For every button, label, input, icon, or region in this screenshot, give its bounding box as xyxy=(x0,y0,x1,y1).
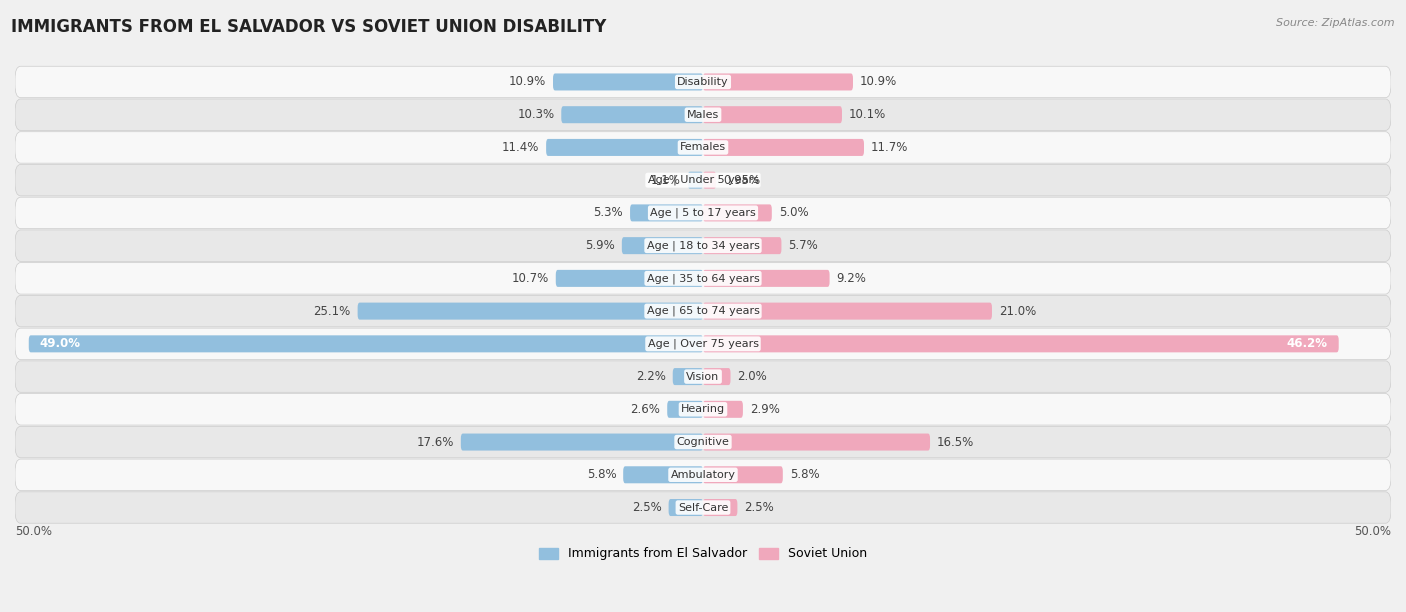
Text: 46.2%: 46.2% xyxy=(1286,337,1327,350)
FancyBboxPatch shape xyxy=(703,139,865,156)
FancyBboxPatch shape xyxy=(630,204,703,222)
Text: 21.0%: 21.0% xyxy=(998,305,1036,318)
Text: 2.9%: 2.9% xyxy=(749,403,780,416)
FancyBboxPatch shape xyxy=(703,499,737,516)
FancyBboxPatch shape xyxy=(15,427,1391,458)
Text: Cognitive: Cognitive xyxy=(676,437,730,447)
Text: 11.7%: 11.7% xyxy=(870,141,908,154)
Text: 10.1%: 10.1% xyxy=(849,108,886,121)
Text: 10.9%: 10.9% xyxy=(860,75,897,89)
Text: Vision: Vision xyxy=(686,371,720,381)
Text: 5.8%: 5.8% xyxy=(790,468,820,481)
FancyBboxPatch shape xyxy=(555,270,703,287)
Text: Age | 65 to 74 years: Age | 65 to 74 years xyxy=(647,306,759,316)
Text: 10.7%: 10.7% xyxy=(512,272,548,285)
Text: 10.9%: 10.9% xyxy=(509,75,546,89)
FancyBboxPatch shape xyxy=(15,132,1391,163)
Text: 2.6%: 2.6% xyxy=(630,403,661,416)
FancyBboxPatch shape xyxy=(703,433,929,450)
FancyBboxPatch shape xyxy=(461,433,703,450)
FancyBboxPatch shape xyxy=(15,328,1391,360)
Text: 5.8%: 5.8% xyxy=(586,468,616,481)
FancyBboxPatch shape xyxy=(688,171,703,188)
Text: Self-Care: Self-Care xyxy=(678,502,728,512)
Text: 5.0%: 5.0% xyxy=(779,206,808,220)
FancyBboxPatch shape xyxy=(669,499,703,516)
Text: 50.0%: 50.0% xyxy=(15,525,52,538)
Text: Age | Under 5 years: Age | Under 5 years xyxy=(648,175,758,185)
FancyBboxPatch shape xyxy=(703,106,842,123)
Text: 2.5%: 2.5% xyxy=(631,501,662,514)
FancyBboxPatch shape xyxy=(15,197,1391,229)
Text: Females: Females xyxy=(681,143,725,152)
Text: 17.6%: 17.6% xyxy=(416,436,454,449)
FancyBboxPatch shape xyxy=(703,466,783,483)
FancyBboxPatch shape xyxy=(15,99,1391,130)
FancyBboxPatch shape xyxy=(357,302,703,319)
FancyBboxPatch shape xyxy=(553,73,703,91)
FancyBboxPatch shape xyxy=(703,73,853,91)
Text: 9.2%: 9.2% xyxy=(837,272,866,285)
FancyBboxPatch shape xyxy=(703,302,993,319)
Text: Age | Over 75 years: Age | Over 75 years xyxy=(648,338,758,349)
Text: Ambulatory: Ambulatory xyxy=(671,470,735,480)
Text: 5.7%: 5.7% xyxy=(789,239,818,252)
Text: 25.1%: 25.1% xyxy=(314,305,350,318)
FancyBboxPatch shape xyxy=(15,459,1391,490)
FancyBboxPatch shape xyxy=(703,171,716,188)
FancyBboxPatch shape xyxy=(672,368,703,385)
FancyBboxPatch shape xyxy=(546,139,703,156)
FancyBboxPatch shape xyxy=(703,270,830,287)
FancyBboxPatch shape xyxy=(15,66,1391,98)
Text: Age | 35 to 64 years: Age | 35 to 64 years xyxy=(647,273,759,283)
FancyBboxPatch shape xyxy=(15,165,1391,196)
FancyBboxPatch shape xyxy=(621,237,703,254)
FancyBboxPatch shape xyxy=(668,401,703,418)
FancyBboxPatch shape xyxy=(703,237,782,254)
Text: IMMIGRANTS FROM EL SALVADOR VS SOVIET UNION DISABILITY: IMMIGRANTS FROM EL SALVADOR VS SOVIET UN… xyxy=(11,18,606,36)
FancyBboxPatch shape xyxy=(703,335,1339,353)
Text: 2.2%: 2.2% xyxy=(636,370,666,383)
FancyBboxPatch shape xyxy=(15,394,1391,425)
Text: Age | 18 to 34 years: Age | 18 to 34 years xyxy=(647,241,759,251)
Text: 5.3%: 5.3% xyxy=(593,206,623,220)
Text: 10.3%: 10.3% xyxy=(517,108,554,121)
FancyBboxPatch shape xyxy=(15,263,1391,294)
FancyBboxPatch shape xyxy=(703,204,772,222)
FancyBboxPatch shape xyxy=(561,106,703,123)
Text: Hearing: Hearing xyxy=(681,405,725,414)
FancyBboxPatch shape xyxy=(15,230,1391,261)
FancyBboxPatch shape xyxy=(15,296,1391,327)
FancyBboxPatch shape xyxy=(15,361,1391,392)
Text: Age | 5 to 17 years: Age | 5 to 17 years xyxy=(650,207,756,218)
Text: 2.5%: 2.5% xyxy=(744,501,775,514)
Text: 1.1%: 1.1% xyxy=(651,174,681,187)
FancyBboxPatch shape xyxy=(703,368,731,385)
FancyBboxPatch shape xyxy=(28,335,703,353)
FancyBboxPatch shape xyxy=(623,466,703,483)
Text: 0.95%: 0.95% xyxy=(723,174,761,187)
FancyBboxPatch shape xyxy=(15,492,1391,523)
FancyBboxPatch shape xyxy=(703,401,742,418)
Text: 2.0%: 2.0% xyxy=(737,370,768,383)
Text: Source: ZipAtlas.com: Source: ZipAtlas.com xyxy=(1277,18,1395,28)
Text: 11.4%: 11.4% xyxy=(502,141,540,154)
Text: Males: Males xyxy=(688,110,718,120)
Text: 16.5%: 16.5% xyxy=(936,436,974,449)
Text: 50.0%: 50.0% xyxy=(1354,525,1391,538)
Text: Disability: Disability xyxy=(678,77,728,87)
Legend: Immigrants from El Salvador, Soviet Union: Immigrants from El Salvador, Soviet Unio… xyxy=(534,542,872,565)
Text: 49.0%: 49.0% xyxy=(39,337,80,350)
Text: 5.9%: 5.9% xyxy=(585,239,614,252)
